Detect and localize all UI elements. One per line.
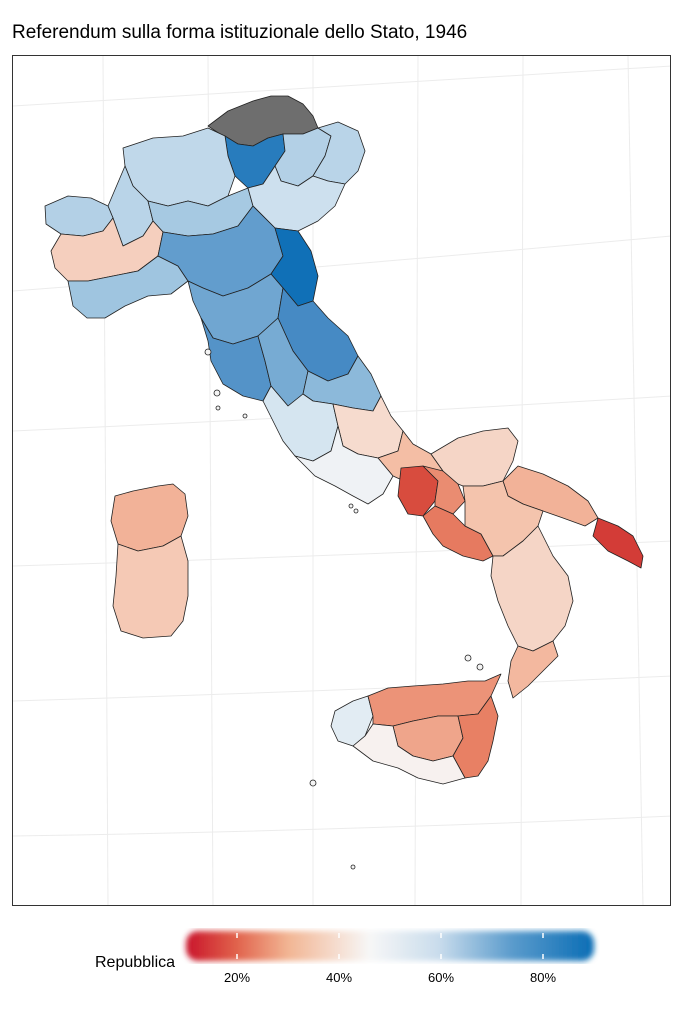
legend-tick-label: 40% <box>325 970 353 985</box>
legend-tick-label: 60% <box>427 970 455 985</box>
region-sardegna-sud <box>112 535 189 639</box>
small-island <box>215 405 221 411</box>
small-island <box>204 348 212 356</box>
region-valle-aosta <box>44 195 114 237</box>
region-sardegna-nord <box>110 483 189 552</box>
region-salerno <box>422 505 494 562</box>
small-island <box>348 503 354 509</box>
legend-tick-label: 80% <box>529 970 557 985</box>
region-calabria-nord <box>490 525 574 652</box>
small-island <box>309 779 317 787</box>
legend-tick-label: 20% <box>223 970 251 985</box>
small-island <box>464 654 472 662</box>
map-panel <box>12 55 671 906</box>
region-sicilia-sud <box>352 723 466 785</box>
legend-colorbar <box>186 931 594 961</box>
region-liguria <box>67 255 189 319</box>
small-island <box>476 663 484 671</box>
legend-title: Repubblica <box>95 954 176 971</box>
region-calabria-sud <box>507 640 559 699</box>
region-lazio-sud <box>294 425 394 505</box>
small-island <box>242 413 248 419</box>
small-island <box>213 389 221 397</box>
region-sicilia-est <box>452 695 499 779</box>
region-lecce <box>592 517 644 569</box>
region-puglia-nord <box>430 427 519 487</box>
italy-map <box>13 56 670 905</box>
small-island <box>353 508 359 514</box>
small-island <box>350 864 356 870</box>
map-title: Referendum sulla forma istituzionale del… <box>12 22 468 43</box>
